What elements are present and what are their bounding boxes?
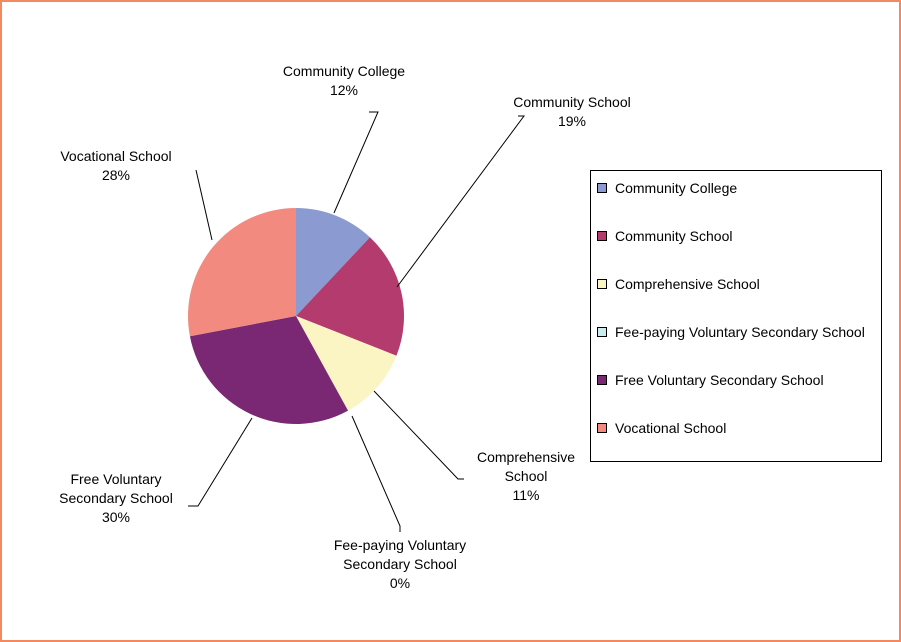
pie-slice [189,316,349,424]
slice-label: Comprehensive School 11% [477,449,575,503]
legend: Community College Community School Compr… [590,170,882,462]
legend-swatch [597,279,607,289]
legend-item: Community School [597,227,877,245]
legend-label: Free Voluntary Secondary School [615,372,824,388]
pie-slice [296,237,404,356]
leader-line [351,415,401,532]
leader-line [333,111,379,214]
slice-label: Community School 19% [513,94,631,129]
legend-item: Fee-paying Voluntary Secondary School [597,323,877,341]
slice-label: Vocational School 28% [60,148,171,183]
legend-swatch [597,327,607,337]
legend-label: Vocational School [615,420,727,436]
pie-slice [187,208,296,337]
slice-label: Fee-paying Voluntary Secondary School 0% [334,537,466,591]
legend-swatch [597,423,607,433]
legend-swatch [597,231,607,241]
leader-line [195,169,213,241]
legend-item: Vocational School [597,419,877,437]
pie-slice [296,208,370,316]
legend-item: Free Voluntary Secondary School [597,371,877,389]
leader-line [373,390,464,480]
pie-slice [296,316,397,411]
legend-label: Comprehensive School [615,276,760,292]
leader-line [188,417,253,507]
legend-swatch [597,375,607,385]
legend-item: Community College [597,179,877,197]
legend-item: Comprehensive School [597,275,877,293]
leader-line [396,115,525,288]
legend-swatch [597,183,607,193]
legend-label: Community College [615,180,738,196]
slice-label: Community College 12% [283,63,405,98]
legend-label: Fee-paying Voluntary Secondary School [615,324,865,340]
legend-label: Community School [615,228,733,244]
slice-label: Free Voluntary Secondary School 30% [59,471,173,525]
